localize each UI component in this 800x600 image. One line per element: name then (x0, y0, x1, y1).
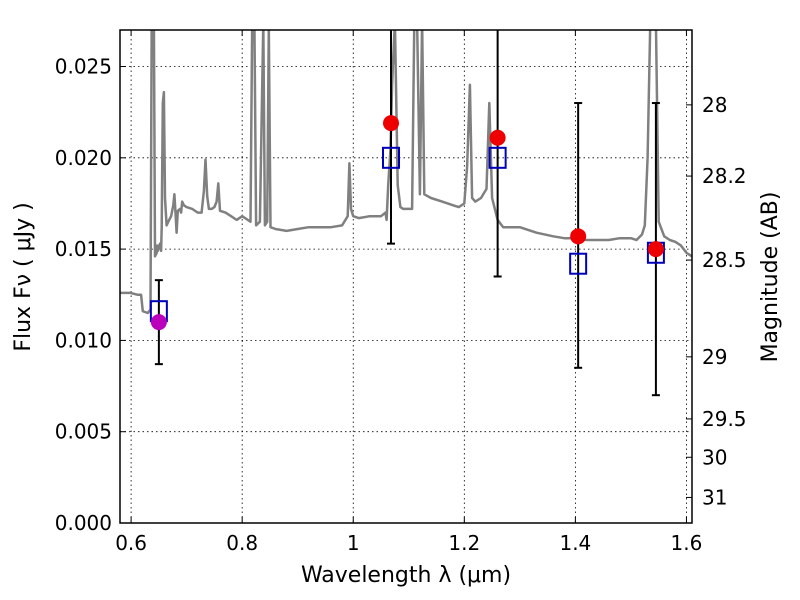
x-tick-label: 0.8 (226, 531, 258, 555)
observed-flux-marker (647, 241, 664, 258)
observed-flux-marker (489, 129, 506, 146)
observed-flux-marker (570, 228, 587, 245)
y-axis: 0.000 0.005 0.010 0.015 0.020 0.025 (55, 55, 126, 535)
spectrum-layer (120, 30, 692, 315)
y-tick-label: 0.020 (55, 146, 112, 170)
y2-tick-label: 29.5 (702, 407, 747, 431)
y2-tick-label: 30 (702, 445, 727, 469)
y2-tick-label: 28 (702, 93, 727, 117)
x-tick-label: 1.2 (448, 531, 480, 555)
model-flux-marker (569, 252, 588, 275)
y2-tick-label: 29 (702, 345, 727, 369)
y-axis-label: Flux Fν ( μJy ) (11, 202, 36, 351)
y2-tick-label: 28.5 (702, 248, 747, 272)
y2-axis: 28 28.2 28.5 29 29.5 30 31 (686, 93, 747, 509)
y-tick-label: 0.005 (55, 420, 112, 444)
grid-lines (120, 30, 692, 523)
y2-tick-label: 31 (702, 485, 727, 509)
x-tick-label: 0.6 (115, 531, 147, 555)
model-flux-marker (382, 146, 401, 169)
y-tick-label: 0.010 (55, 328, 112, 352)
x-tick-label: 1.6 (671, 531, 703, 555)
observed-flux-marker (150, 314, 167, 331)
observed-flux-marker (383, 115, 400, 132)
x-tick-label: 1.4 (559, 531, 591, 555)
marker-layer (149, 115, 665, 331)
y-tick-label: 0.015 (55, 237, 112, 261)
y-tick-label: 0.025 (55, 55, 112, 79)
y2-tick-label: 28.2 (702, 164, 747, 188)
y-tick-label: 0.000 (55, 511, 112, 535)
x-axis: 0.6 0.8 1 1.2 1.4 1.6 (115, 30, 702, 555)
plot-frame (119, 29, 693, 524)
spectrum-line (120, 30, 692, 315)
x-tick-label: 1 (347, 531, 360, 555)
model-flux-marker (488, 146, 507, 169)
y2-axis-label: Magnitude (AB) (758, 192, 783, 363)
x-axis-label: Wavelength λ (μm) (301, 563, 511, 588)
